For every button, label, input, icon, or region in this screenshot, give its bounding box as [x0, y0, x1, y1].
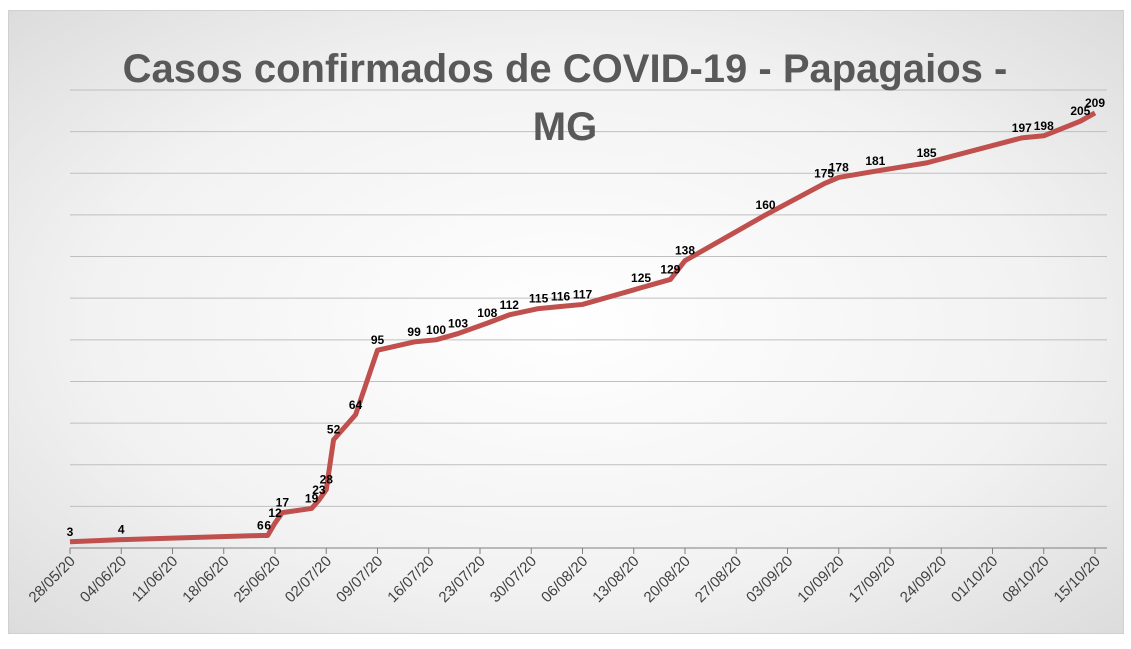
x-tick-label: 16/07/20	[384, 553, 437, 606]
data-label: 100	[426, 323, 446, 337]
data-label: 6	[257, 519, 264, 533]
data-label: 181	[865, 154, 885, 168]
data-label: 3	[67, 525, 74, 539]
data-label: 115	[529, 292, 549, 306]
data-label: 209	[1085, 96, 1105, 110]
data-label: 52	[327, 423, 341, 437]
x-tick-label: 08/10/20	[999, 553, 1052, 606]
data-label: 23	[312, 483, 326, 497]
x-tick-label: 24/09/20	[897, 553, 950, 606]
data-label: 205	[1070, 104, 1090, 118]
x-tick-label: 09/07/20	[333, 553, 386, 606]
x-tick-label: 10/09/20	[794, 553, 847, 606]
data-label: 28	[320, 473, 334, 487]
data-label: 198	[1034, 119, 1054, 133]
data-label: 64	[349, 398, 363, 412]
x-tick-label: 18/06/20	[179, 553, 232, 606]
x-tick-label: 30/07/20	[487, 553, 540, 606]
x-tick-label: 11/06/20	[129, 553, 182, 606]
series-line	[69, 110, 1097, 545]
x-tick-label: 01/10/20	[948, 553, 1001, 606]
data-label: 117	[573, 287, 593, 301]
x-tick-label: 06/08/20	[538, 553, 591, 606]
chart-frame	[8, 10, 1124, 634]
x-tick-label: 27/08/20	[692, 553, 745, 606]
data-label: 4	[118, 523, 125, 537]
x-tick-label: 03/09/20	[743, 553, 796, 606]
x-tick-label: 28/05/20	[26, 553, 79, 606]
data-label: 129	[660, 262, 680, 276]
data-label: 175	[814, 167, 834, 181]
data-label: 19	[305, 491, 319, 505]
data-label: 103	[448, 317, 468, 331]
x-tick-label: 17/09/20	[846, 553, 899, 606]
data-label: 6	[264, 519, 271, 533]
x-tick-label: 02/07/20	[282, 553, 335, 606]
data-label: 12	[268, 506, 282, 520]
data-label: 178	[829, 160, 849, 174]
data-label: 116	[551, 290, 571, 304]
data-label: 108	[477, 306, 497, 320]
data-label: 125	[631, 271, 651, 285]
x-tick-label: 04/06/20	[77, 553, 130, 606]
data-label: 197	[1012, 121, 1032, 135]
data-label: 160	[756, 198, 776, 212]
x-tick-label: 20/08/20	[641, 553, 694, 606]
x-tick-label: 25/06/20	[231, 553, 284, 606]
x-tick-label: 15/10/20	[1051, 553, 1104, 606]
data-label: 99	[407, 325, 421, 339]
x-tick-label: 23/07/20	[436, 553, 489, 606]
data-label: 185	[917, 146, 937, 160]
data-label: 112	[500, 298, 520, 312]
x-tick-label: 13/08/20	[589, 553, 642, 606]
data-label: 95	[371, 333, 385, 347]
chart-title: Casos confirmados de COVID-19 - Papagaio…	[122, 47, 1008, 149]
data-label: 17	[276, 496, 290, 510]
data-label: 138	[675, 244, 695, 258]
